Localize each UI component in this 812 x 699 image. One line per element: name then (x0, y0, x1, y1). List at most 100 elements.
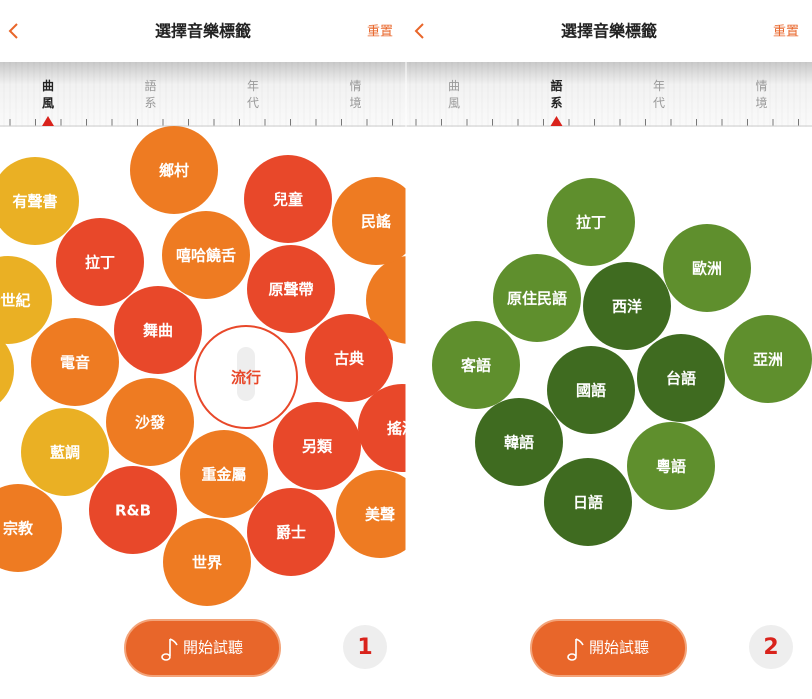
step-badge (343, 625, 387, 669)
tag-bubble[interactable] (273, 402, 361, 490)
tab-label[interactable]: 曲風 (448, 79, 460, 110)
tag-label: 客語 (460, 357, 491, 375)
tag-label: 另類 (302, 438, 333, 456)
tab-label[interactable]: 曲風 (42, 78, 54, 110)
tag-label: 藍調 (50, 444, 80, 462)
tag-bubble[interactable] (493, 254, 581, 342)
tag-label: 日語 (573, 494, 603, 512)
tab-label[interactable]: 年代 (247, 79, 259, 110)
tag-bubble[interactable] (21, 408, 109, 496)
tag-label: 電音 (60, 354, 90, 372)
tag-bubble[interactable] (663, 224, 751, 312)
start-button[interactable] (530, 619, 687, 677)
tab-ruler (406, 62, 812, 127)
step-badge (749, 625, 793, 669)
tag-bubble[interactable] (162, 211, 250, 299)
tag-label: 拉丁 (576, 214, 606, 232)
tag-label: 沙發 (135, 414, 166, 432)
tab-ruler (0, 62, 406, 127)
tag-bubble[interactable] (332, 177, 420, 265)
tag-label: 新世紀 (0, 292, 31, 310)
tag-bubble[interactable] (724, 315, 812, 403)
tag-bubble[interactable] (627, 422, 715, 510)
tag-bubble[interactable] (106, 378, 194, 466)
bubble-partial (366, 256, 406, 344)
tag-label: 世界 (192, 554, 222, 572)
tag-label: 韓語 (504, 434, 534, 452)
tag-bubble[interactable] (0, 157, 79, 245)
tag-bubble[interactable] (637, 334, 725, 422)
tag-bubble[interactable] (475, 398, 563, 486)
tab-label[interactable]: 情境 (755, 79, 767, 110)
tag-bubble[interactable] (244, 155, 332, 243)
tab-label[interactable]: 語系 (550, 78, 562, 110)
note-icon (169, 638, 178, 656)
tag-label: 歐洲 (692, 260, 722, 278)
tab-label[interactable]: 語系 (144, 78, 156, 110)
tag-bubble[interactable] (305, 314, 393, 402)
tag-bubble[interactable] (336, 470, 424, 558)
tag-bubble[interactable] (547, 178, 635, 266)
tab-label[interactable]: 年代 (653, 79, 665, 110)
tag-bubble[interactable] (544, 458, 632, 546)
tag-bubble[interactable] (547, 346, 635, 434)
tab-indicator (42, 116, 54, 126)
tag-bubble[interactable] (89, 466, 177, 554)
tag-label: 流行 (231, 369, 261, 387)
tag-label: 有聲書 (12, 193, 57, 211)
tag-label: 舞曲 (143, 322, 173, 340)
step-number: 1 (357, 635, 372, 660)
tag-label: 美聲 (365, 506, 395, 524)
tag-label: 原聲帶 (268, 281, 313, 299)
tag-bubble[interactable] (247, 488, 335, 576)
tab-indicator (550, 116, 563, 126)
tag-bubble[interactable] (163, 518, 251, 606)
back-button[interactable] (8, 23, 18, 39)
reset-button[interactable]: 重置 (773, 24, 799, 40)
tag-label: 西洋 (612, 298, 642, 316)
start-button[interactable] (124, 619, 281, 677)
tag-label: R&B (115, 502, 151, 520)
tag-bubble[interactable] (114, 286, 202, 374)
start-button-label: 開始試聽 (183, 639, 243, 657)
tag-label: 粵語 (656, 458, 686, 476)
tag-label: 爵士 (276, 524, 306, 542)
back-button[interactable] (414, 23, 424, 39)
note-head (567, 653, 577, 661)
tag-label: 古典 (334, 350, 364, 368)
tag-bubble[interactable] (0, 484, 62, 572)
tag-bubble[interactable] (247, 245, 335, 333)
tag-label: 民謠 (361, 213, 391, 231)
note-icon (575, 638, 584, 656)
note-head (161, 653, 171, 661)
tag-label: 原住民語 (507, 290, 567, 308)
tag-label: 亞洲 (753, 351, 783, 369)
tag-bubble[interactable] (358, 384, 446, 472)
tag-label: 兒童 (273, 191, 303, 209)
tag-label: 拉丁 (85, 254, 115, 272)
tab-label[interactable]: 情境 (349, 79, 361, 110)
tag-label: 宗教 (3, 520, 34, 538)
tag-label: 重金屬 (201, 466, 246, 484)
tag-bubble[interactable] (583, 262, 671, 350)
reset-button[interactable]: 重置 (367, 24, 393, 40)
tag-bubble[interactable] (31, 318, 119, 406)
header-title: 選擇音樂標籤 (155, 22, 251, 41)
tag-label: 嘻哈饒舌 (176, 247, 236, 265)
tag-label: 搖滾 (387, 420, 418, 438)
tag-bubble[interactable] (180, 430, 268, 518)
tag-label: 鄉村 (159, 162, 189, 180)
tag-bubble[interactable] (432, 321, 520, 409)
tag-label: 國語 (576, 382, 606, 400)
step-number: 2 (763, 635, 778, 660)
selected-icon (237, 347, 255, 401)
start-button-label: 開始試聽 (589, 639, 649, 657)
tag-bubble[interactable] (56, 218, 144, 306)
tag-bubble[interactable] (0, 256, 52, 344)
tag-bubble[interactable] (130, 126, 218, 214)
header-title: 選擇音樂標籤 (561, 22, 657, 41)
